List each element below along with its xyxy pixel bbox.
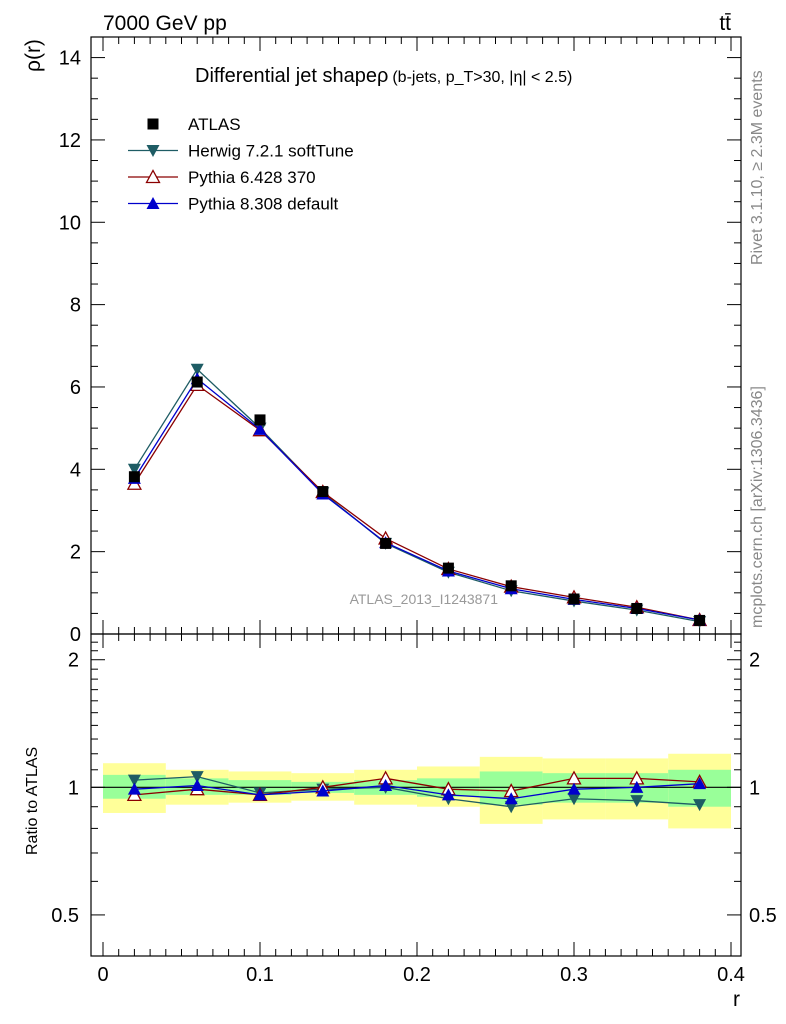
- analysis-label: ATLAS_2013_I1243871: [350, 591, 499, 607]
- ratio-data-point: [630, 795, 644, 808]
- ratio-data-point: [441, 788, 455, 801]
- data-point: [190, 363, 204, 376]
- main-y-tick-label: 8: [70, 295, 81, 317]
- legend-item: ATLAS: [147, 115, 241, 134]
- legend-item: Pythia 8.308 default: [128, 195, 339, 214]
- ratio-y-tick-label: 2: [68, 650, 79, 672]
- legend-label: ATLAS: [188, 115, 241, 134]
- ratio-frame-border: [90, 633, 742, 957]
- ratio-x-tick-label: 0.3: [560, 964, 588, 986]
- main-y-tick-label: 14: [59, 48, 81, 70]
- main-y-tick-label: 4: [70, 459, 81, 481]
- main-y-tick-label: 0: [70, 624, 81, 646]
- x-axis-label: r: [733, 988, 740, 1011]
- data-point: [254, 414, 266, 426]
- legend-item: Pythia 6.428 370: [128, 168, 316, 187]
- main-panel: 0 2 4 6 8 10 12 14 Differential jet shapeρ (b-je…: [22, 36, 742, 646]
- ratio-x-tick-label: 0: [97, 964, 108, 986]
- legend-label: Pythia 6.428 370: [188, 168, 316, 187]
- ratio-data-point: [567, 782, 581, 795]
- data-point: [127, 463, 141, 476]
- ratio-data-point: [693, 799, 707, 812]
- process-label: tt̄: [719, 12, 731, 35]
- series-line: [133, 383, 700, 621]
- main-title-text: Differential jet shapeρ: [195, 65, 388, 87]
- data-point: [317, 486, 329, 498]
- legend: ATLAS Herwig 7.2.1 softTune Pythia 6.428 3…: [128, 115, 354, 214]
- ratio-data-point: [693, 777, 707, 790]
- data-point: [631, 602, 643, 614]
- ratio-series: [126, 770, 708, 814]
- ratio-data-point: [190, 778, 204, 791]
- data-point: [442, 562, 454, 574]
- data-point: [505, 580, 517, 592]
- legend-label: Herwig 7.2.1 softTune: [188, 142, 354, 161]
- ratio-data-point: [190, 771, 204, 784]
- data-point: [128, 471, 140, 483]
- series-pythia-6-428-370: [126, 377, 708, 627]
- series-line: [133, 377, 700, 621]
- ratio-x-ticks: 0 0.1 0.2 0.3 0.4: [97, 634, 745, 986]
- ratio-y-ticks: 0.5 0.5 1 1 2 2: [51, 641, 777, 957]
- ratio-y-tick-label: 0.5: [51, 905, 79, 927]
- main-y-tick-label: 2: [70, 542, 81, 564]
- ratio-series-line: [134, 777, 700, 796]
- main-y-tick-label: 12: [59, 130, 81, 152]
- ratio-x-tick-label: 0.2: [403, 964, 431, 986]
- main-series: [126, 363, 708, 629]
- ratio-data-point: [316, 784, 330, 797]
- energy-label: 7000 GeV pp: [103, 12, 227, 35]
- data-point: [694, 614, 706, 626]
- ratio-data-point: [630, 780, 644, 793]
- ratio-data-point: [127, 782, 141, 795]
- rivet-label: Rivet 3.1.10, ≥ 2.3M events: [749, 70, 766, 265]
- ratio-y-tick-label-right: 2: [749, 650, 760, 672]
- legend-marker: [145, 169, 161, 184]
- legend-marker: [146, 197, 160, 209]
- legend-item: Herwig 7.2.1 softTune: [128, 142, 354, 161]
- series-pythia-8-308-default: [127, 372, 707, 626]
- ratio-series-line: [134, 783, 700, 800]
- series-line: [133, 368, 700, 623]
- main-y-ticks: 0 2 4 6 8 10 12 14: [59, 37, 741, 646]
- ratio-data-point: [567, 793, 581, 806]
- mcplots-label: mcplots.cern.ch [arXiv:1306.3436]: [749, 386, 766, 628]
- series-herwig-7-2-1-softtune: [127, 363, 707, 629]
- main-title: Differential jet shapeρ (b-jets, p_T>30, …: [195, 65, 572, 87]
- ratio-y-tick-label-right: 1: [749, 777, 760, 799]
- data-point: [380, 537, 392, 549]
- ratio-panel: 0.5 0.51 12 2 0 0.1 0.2 0.3 0.4 Ratio to ATLAS …: [24, 633, 777, 1011]
- main-y-tick-label: 6: [70, 377, 81, 399]
- main-y-tick-label: 10: [59, 212, 81, 234]
- data-point: [253, 422, 267, 435]
- ratio-data-point: [253, 788, 267, 801]
- ratio-series-line: [134, 775, 700, 808]
- legend-marker: [147, 118, 159, 130]
- ratio-data-point: [504, 801, 518, 814]
- ratio-y-tick-label-right: 0.5: [749, 905, 777, 927]
- ratio-y-tick-label: 1: [68, 777, 79, 799]
- data-point: [568, 593, 580, 605]
- main-y-axis-label: ρ(r): [22, 39, 45, 72]
- ratio-data-point: [127, 774, 141, 787]
- ratio-x-tick-label: 0.1: [246, 964, 274, 986]
- legend-marker: [146, 145, 160, 157]
- ratio-series-pythia-8-308-default: [127, 777, 707, 805]
- ratio-data-point: [504, 792, 518, 805]
- data-point: [191, 376, 203, 388]
- legend-label: Pythia 8.308 default: [188, 195, 339, 214]
- ratio-data-point: [379, 778, 393, 791]
- main-title-detail: (b-jets, p_T>30, |η| < 2.5): [392, 69, 572, 86]
- ratio-x-tick-label: 0.4: [717, 964, 745, 986]
- series-atlas: [128, 376, 706, 626]
- ratio-y-axis-label: Ratio to ATLAS: [24, 747, 41, 855]
